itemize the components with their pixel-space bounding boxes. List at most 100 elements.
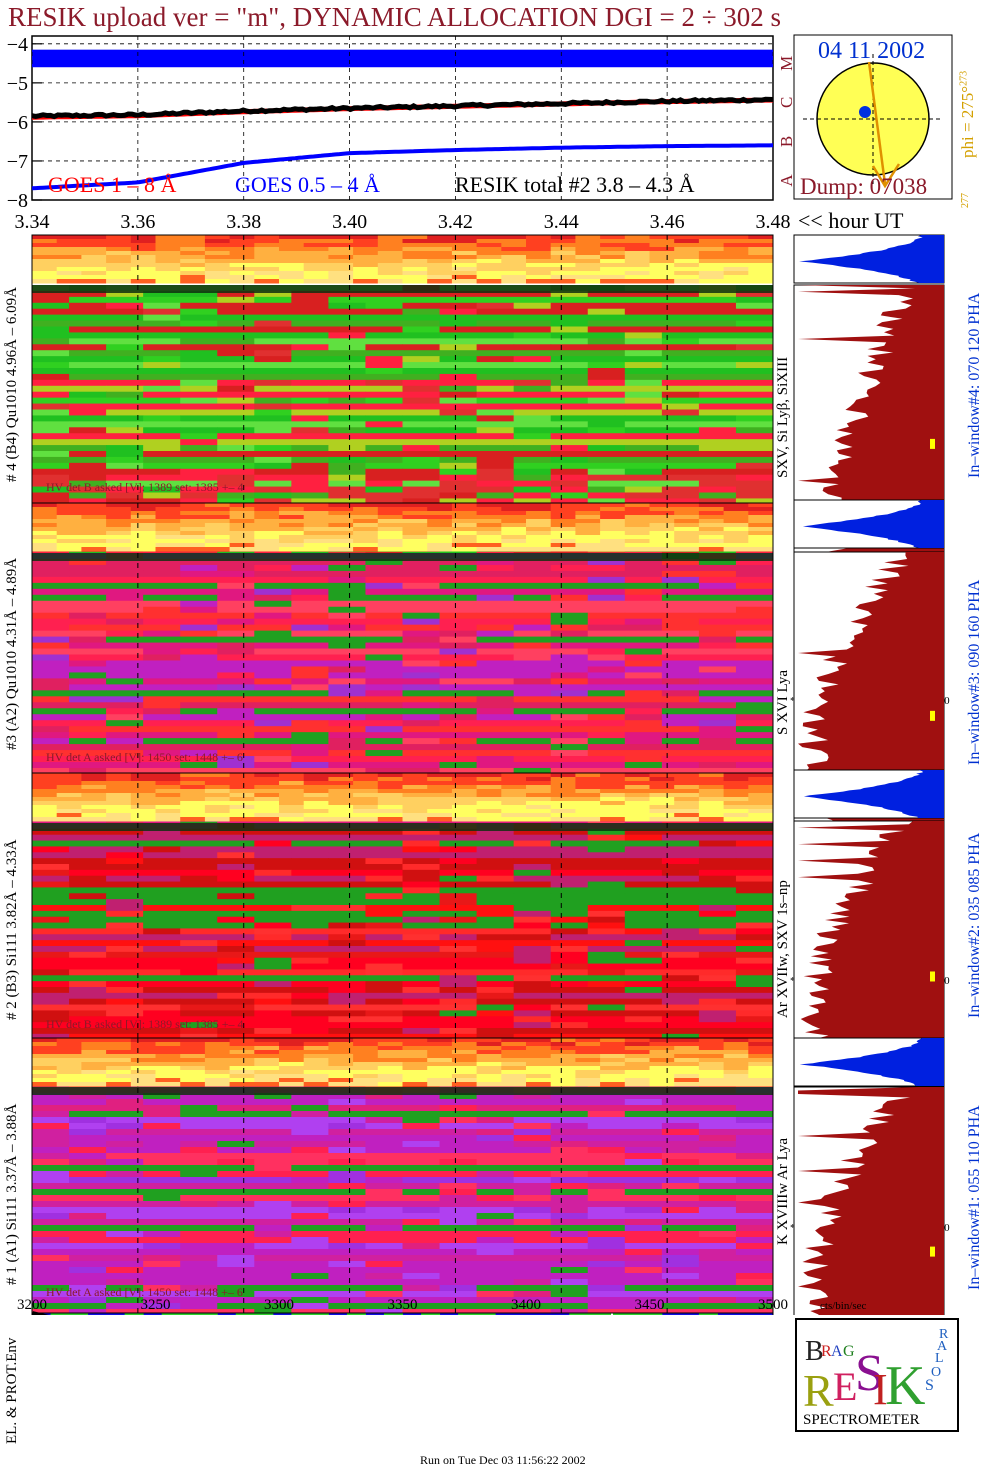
heatmap-main-cell — [624, 732, 663, 739]
heatmap-main-cell — [698, 379, 737, 387]
heatmap-main-cell — [624, 338, 663, 345]
heatmap-main-cell — [254, 852, 292, 859]
heatmap-main-cell — [624, 762, 663, 769]
heatmap-main-cell — [143, 1004, 181, 1011]
heatmap-main-cell — [217, 421, 255, 428]
heatmap-main-cell — [365, 385, 403, 393]
heatmap-top-cell — [748, 789, 774, 794]
heatmap-main-cell — [106, 403, 144, 410]
heatmap-top-cell — [303, 259, 329, 264]
heatmap-top-cell — [81, 535, 107, 540]
heatmap-main-cell — [365, 498, 403, 505]
heatmap-main-cell — [254, 881, 292, 888]
flare-class-label: B — [777, 136, 796, 147]
heatmap-top-cell — [575, 531, 601, 536]
heatmap-main-cell — [32, 302, 70, 310]
heatmap-main-cell — [217, 636, 255, 644]
heatmap-top-cell — [279, 239, 305, 244]
heatmap-top-cell — [328, 255, 354, 260]
heatmap-main-cell — [439, 391, 478, 399]
heatmap-main-cell — [735, 468, 774, 476]
heatmap-top-cell — [130, 239, 156, 244]
heatmap-main-cell — [217, 338, 255, 345]
heatmap-main-cell — [402, 439, 441, 446]
heatmap-main-cell — [513, 690, 552, 697]
heatmap-main-cell — [439, 570, 478, 578]
heatmap-top-cell — [698, 243, 725, 248]
heatmap-top-cell — [377, 503, 403, 508]
heatmap-top-cell — [155, 535, 181, 540]
heatmap-top-cell — [427, 239, 453, 244]
heatmap-main-cell — [143, 744, 181, 751]
heatmap-main-cell — [365, 992, 403, 1000]
heatmap-main-cell — [69, 899, 107, 906]
heatmap-main-cell — [365, 981, 403, 988]
heatmap-top-cell — [748, 527, 774, 532]
heatmap-main-cell — [291, 594, 329, 602]
heatmap-top-cell — [56, 243, 82, 248]
heatmap-main-cell — [69, 612, 107, 620]
heatmap-top-cell — [451, 503, 478, 508]
heatmap-main-cell — [328, 391, 366, 399]
heatmap-top-cell — [550, 503, 576, 508]
heatmap-main-cell — [661, 893, 700, 900]
heatmap-main-cell — [291, 660, 329, 667]
heatmap-main-cell — [254, 834, 292, 842]
heatmap-top-cell — [377, 531, 403, 536]
heatmap-main-cell — [550, 684, 589, 691]
heatmap-main-cell — [698, 690, 737, 697]
heatmap-main-cell — [439, 762, 478, 769]
heatmap-main-cell — [291, 409, 329, 416]
heatmap-main-cell — [476, 350, 515, 357]
heatmap-top-cell — [130, 527, 156, 532]
heatmap-main-cell — [69, 858, 107, 865]
page-title: RESIK upload ver = "m", DYNAMIC ALLOCATI… — [8, 2, 782, 32]
heatmap-top-cell — [353, 785, 379, 790]
heatmap-top-cell — [723, 531, 749, 536]
heatmap-main-cell — [698, 600, 737, 608]
heatmap-main-cell — [439, 409, 478, 416]
heatmap-main-cell — [476, 296, 515, 304]
heatmap-main-cell — [550, 934, 589, 941]
heatmap-main-cell — [587, 421, 626, 428]
heatmap-top-cell — [81, 275, 107, 280]
heatmap-main-cell — [698, 618, 737, 626]
heatmap-top-cell — [204, 789, 231, 794]
heatmap-top-cell — [353, 539, 379, 544]
heatmap-top-cell — [526, 247, 552, 252]
heatmap-main-cell — [365, 362, 403, 369]
heatmap-main-cell — [254, 654, 292, 661]
heatmap-main-cell — [587, 427, 626, 434]
heatmap-top-cell — [81, 817, 107, 822]
heatmap-top-cell — [476, 789, 502, 794]
heatmap-main-cell — [180, 869, 218, 877]
heatmap-main-cell — [328, 858, 366, 865]
heatmap-top-cell — [303, 535, 329, 540]
heatmap-top-cell — [575, 511, 601, 516]
heatmap-main-cell — [143, 750, 181, 757]
heatmap-main-cell — [106, 462, 144, 470]
heatmap-main-cell — [550, 905, 589, 912]
heatmap-top-cell — [303, 781, 329, 786]
heatmap-main-cell — [402, 828, 441, 836]
heatmap-main-cell — [402, 582, 441, 590]
heatmap-top-cell — [303, 263, 329, 268]
heatmap-main-cell — [365, 421, 403, 428]
heatmap-main-cell — [106, 762, 144, 769]
heatmap-main-cell — [180, 468, 218, 476]
heatmap-top-cell — [600, 773, 626, 778]
heatmap-main-cell — [143, 928, 181, 935]
heatmap-top-cell — [600, 527, 626, 532]
heatmap-main-cell — [217, 660, 255, 667]
heatmap-main-cell — [587, 998, 626, 1006]
heatmap-top-cell — [81, 785, 107, 790]
heatmap-main-cell — [143, 486, 181, 493]
heatmap-main-cell — [328, 834, 366, 842]
heatmap-main-cell — [550, 594, 589, 602]
heatmap-main-cell — [439, 672, 478, 679]
heatmap-main-cell — [217, 946, 255, 953]
heatmap-main-cell — [32, 940, 70, 947]
heatmap-main-cell — [661, 409, 700, 416]
heatmap-main-cell — [513, 433, 552, 440]
heatmap-top-cell — [624, 809, 650, 814]
